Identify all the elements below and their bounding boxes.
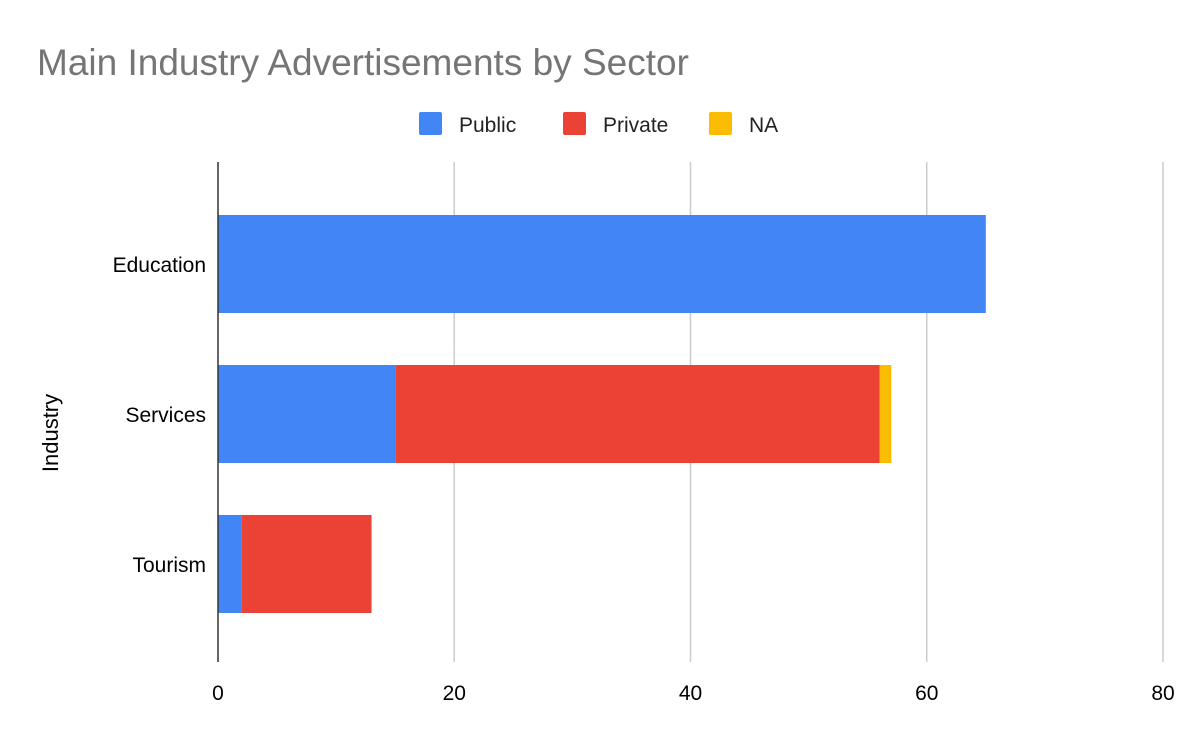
legend-label-public: Public [459,114,516,137]
legend-label-na: NA [749,114,778,137]
bars [218,215,986,613]
y-category-label: Services [125,404,206,427]
bar-education-public[interactable] [218,215,986,313]
bar-tourism-public[interactable] [218,515,242,613]
y-category-label: Tourism [132,554,206,577]
legend-swatch-public [419,112,442,135]
x-tick-label: 20 [443,682,466,705]
x-tick-label: 60 [915,682,938,705]
bar-services-private[interactable] [395,365,880,463]
legend-swatch-na [709,112,732,135]
x-tick-label: 0 [212,682,224,705]
legend-swatch-private [563,112,586,135]
bar-services-public[interactable] [218,365,396,463]
bar-services-na[interactable] [879,365,892,463]
x-tick-label: 80 [1151,682,1174,705]
legend-label-private: Private [603,114,668,137]
axes: 0 20 40 60 80 Education Services Tourism [113,162,1175,705]
bar-tourism-private[interactable] [241,515,372,613]
chart-title: Main Industry Advertisements by Sector [37,42,689,83]
x-tick-label: 40 [679,682,702,705]
y-category-label: Education [113,254,206,277]
y-axis-label: Industry [38,394,63,472]
legend: Public Private NA [419,112,778,137]
